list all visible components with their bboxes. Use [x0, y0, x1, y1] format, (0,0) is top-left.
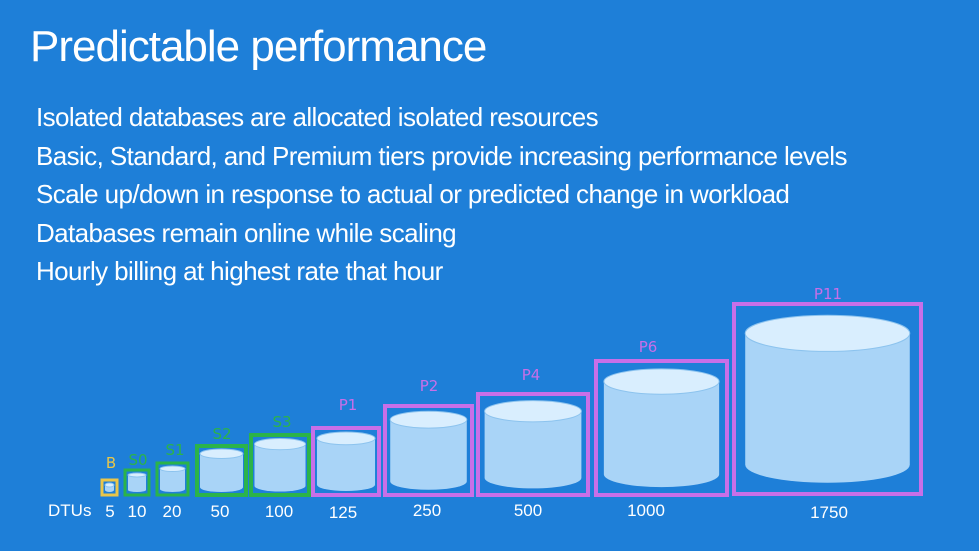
tier-box-p1 — [311, 426, 381, 497]
bullet-item: Scale up/down in response to actual or p… — [36, 179, 790, 209]
tier-box-p11 — [732, 302, 923, 496]
tier-box-p2 — [383, 404, 474, 497]
bullet-item: Isolated databases are allocated isolate… — [36, 102, 599, 132]
tier-label-p6: P6 — [639, 338, 658, 356]
tier-label-s3: S3 — [272, 413, 291, 431]
tier-box-p4 — [476, 392, 590, 497]
dtu-value: 250 — [413, 501, 441, 520]
dtu-value: 125 — [329, 503, 357, 522]
tier-box-s1 — [155, 461, 190, 497]
tier-label-s0: S0 — [128, 451, 147, 469]
database-cylinder-icon — [127, 472, 147, 492]
bullet-item: Basic, Standard, and Premium tiers provi… — [36, 140, 847, 171]
tier-box-s2 — [195, 444, 248, 497]
database-cylinder-icon — [744, 314, 911, 483]
dtu-value: 5 — [105, 502, 114, 521]
dtu-value: 500 — [514, 501, 542, 520]
bullet-list: Isolated databases are allocated isolate… — [36, 98, 847, 291]
database-cylinder-icon — [389, 410, 468, 490]
dtu-axis-label: DTUs — [48, 501, 91, 520]
dtu-value: 1750 — [810, 503, 848, 522]
tier-label-p2: P2 — [420, 377, 439, 395]
database-cylinder-icon — [484, 400, 582, 489]
dtu-value: 10 — [128, 502, 147, 521]
tier-box-p6 — [594, 359, 729, 497]
database-cylinder-icon — [603, 368, 720, 488]
slide-title: Predictable performance — [30, 22, 487, 71]
database-cylinder-icon — [316, 431, 376, 492]
tier-box-s3 — [249, 433, 311, 497]
tier-label-s1: S1 — [165, 441, 184, 459]
database-cylinder-icon — [159, 465, 186, 493]
database-cylinder-icon — [104, 482, 115, 492]
tier-label-p1: P1 — [339, 396, 358, 414]
tier-label-b: B — [106, 454, 116, 472]
tier-label-p4: P4 — [522, 366, 541, 384]
database-cylinder-icon — [253, 437, 307, 492]
database-cylinder-icon — [199, 448, 244, 492]
tier-box-b — [100, 478, 119, 497]
bullet-item: Databases remain online while scaling — [36, 217, 457, 248]
dtu-value: 1000 — [627, 501, 665, 520]
bullet-item: Hourly billing at highest rate that hour — [36, 256, 443, 286]
dtu-value: 20 — [163, 502, 182, 521]
tier-box-s0 — [123, 468, 151, 497]
tier-label-s2: S2 — [212, 425, 231, 443]
dtu-value: 50 — [211, 502, 230, 521]
dtu-value: 100 — [265, 502, 293, 521]
tier-label-p11: P11 — [814, 285, 842, 303]
